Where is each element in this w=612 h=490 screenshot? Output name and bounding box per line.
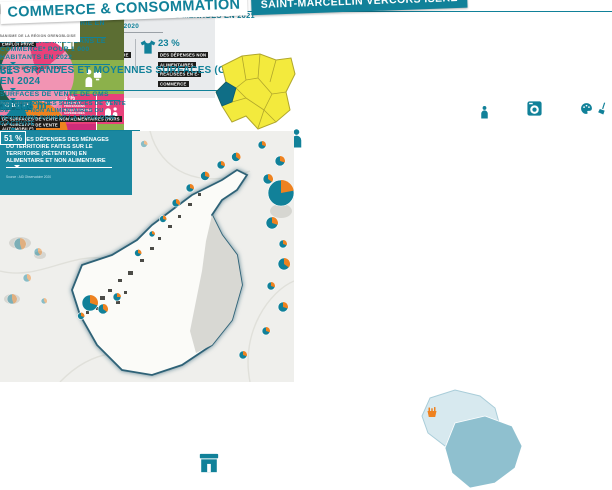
spending-ecommerce-value: 23 % (158, 38, 180, 50)
map-bubble (277, 301, 289, 313)
agency-logo-subtitle: D'URBANISME DE LA RÉGION GRENOBLOISE (0, 34, 76, 38)
map-bubble (171, 198, 181, 208)
palette-icon (580, 102, 593, 115)
map-bubble (262, 173, 274, 185)
gms-sales-source: Source : LSA Expert 2024 (0, 101, 38, 106)
tshirt-icon (140, 39, 156, 55)
map-bubble (216, 160, 226, 170)
map-bubble (266, 281, 276, 291)
employment-jobs-source: Source : URSSAF ACOSS 2022 (0, 64, 48, 69)
retention-silhouettes (421, 389, 523, 489)
gms-alimentaire-value: 15 643 m² (0, 100, 51, 113)
divider (135, 39, 136, 70)
map-bubble (134, 249, 142, 257)
employment-jobs-heading: EMPLOIS SALARIÉS DANS LE COMMERCE* POUR … (0, 38, 110, 66)
map-bubble (257, 140, 267, 150)
employment-jobs-note: soit - 1 % par rapport à 2012 (0, 64, 62, 70)
basket-icon (426, 406, 438, 418)
map-bubble (265, 216, 279, 230)
gms-non-alimentaire: 33 458 m² DE SURFACES DE VENTE NON ALIME… (0, 101, 126, 133)
map-bubble (277, 257, 291, 271)
map-bubble (22, 273, 32, 283)
gms-sales-heading: SURFACES DE VENTE DE GMS (0, 91, 120, 102)
map-bubble (200, 171, 210, 181)
page-title: COMMERCE & CONSOMMATION SAINT-MARCELLIN … (0, 0, 468, 24)
map-bubble (238, 350, 248, 360)
map-bubble (81, 294, 99, 312)
broom-icon (596, 102, 609, 115)
shop-icon (196, 452, 222, 474)
map-bubble (112, 292, 122, 302)
map-bubble (33, 247, 43, 257)
person-icon (478, 100, 491, 124)
gms-typology-heading: RÉPARTITION DES SURFACES DE VENTE DES GM… (0, 101, 140, 132)
csp-cadres-value: 8 % (64, 94, 76, 102)
communes-mini-map (215, 53, 296, 130)
map-bubble (231, 152, 241, 162)
map-bubble (261, 326, 271, 336)
csp-cadres-label: CADRES ET PROFESSIONS INTELLECTUELLES SU… (64, 100, 92, 115)
map-bubble (267, 179, 294, 207)
map-bubble (274, 155, 286, 167)
tshirt-icon (348, 96, 363, 111)
map-bubble (97, 303, 109, 315)
employment-share-pie-label: EMPLOI PRIVÉ (0, 38, 44, 48)
map-bubble (148, 230, 156, 238)
gms-non-alimentaire-value: 33 458 m² (0, 100, 51, 113)
map-bubble (185, 183, 195, 193)
retention-source: Source : AID Observatoire 2020 (6, 175, 52, 180)
gms-sales-total-badge: 49 101 m² (0, 101, 32, 111)
gms-title: LES GRANDES ET MOYENNES SURFACES (GMS) E… (0, 65, 262, 91)
employment-share-pie-label-text: EMPLOI PRIVÉ (0, 40, 37, 47)
hand-icon (364, 58, 377, 71)
map-bubble (40, 297, 48, 305)
map-bubble (278, 239, 288, 249)
employment-jobs-value: 31 (0, 64, 13, 77)
retention-non-alimentaire-badge: 51 % (0, 131, 27, 146)
map-bubble (140, 140, 148, 148)
map-bubble (13, 237, 27, 251)
spending-ecommerce: 23 % DES DÉPENSES NON ALIMENTAIRES RÉALI… (158, 39, 210, 87)
map-bubble (77, 312, 85, 320)
retention-heading: PART DES DÉPENSES DES MÉNAGES DU TERRITO… (6, 137, 112, 169)
map-bubble (6, 293, 18, 305)
page-title-line2: SAINT-MARCELLIN VERCORS ISÈRE (260, 0, 458, 11)
washing-machine-icon (526, 100, 543, 117)
map-bubble (159, 215, 167, 223)
employment-jobs-footnote: *Commerce de détail et grandes surfaces (0, 63, 56, 68)
